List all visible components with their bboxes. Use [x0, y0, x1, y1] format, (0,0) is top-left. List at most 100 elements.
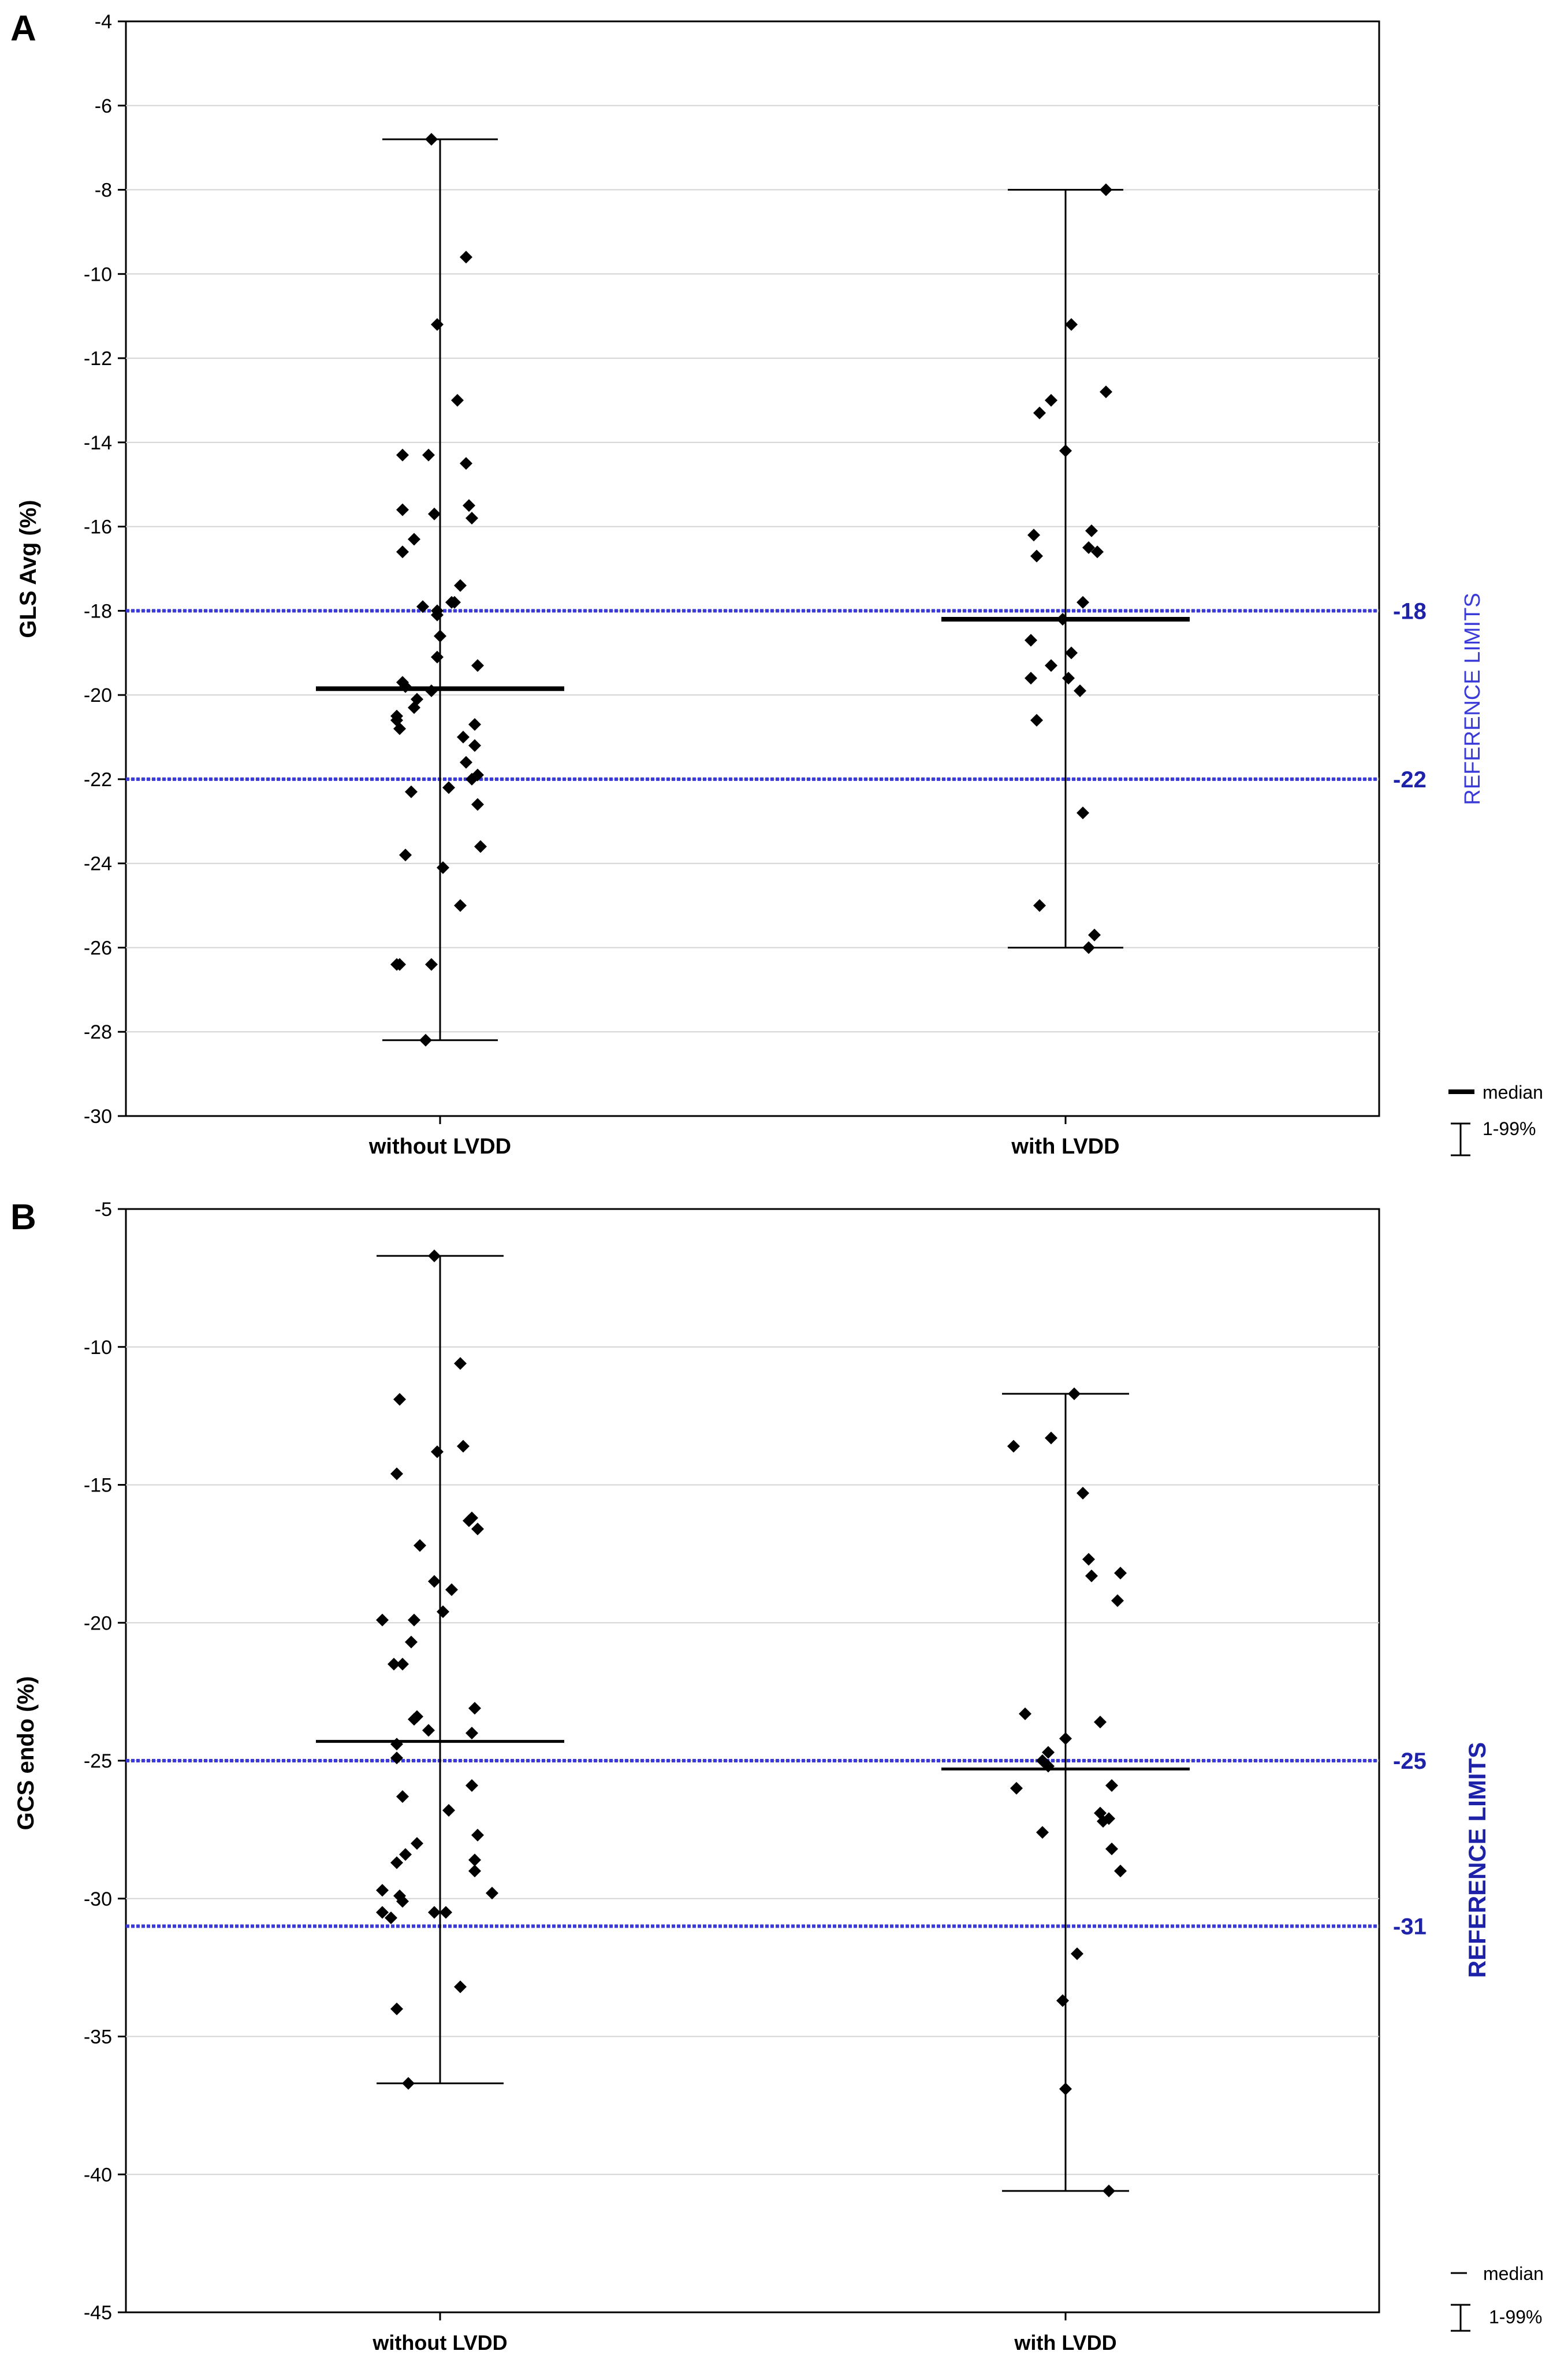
y-tick-label: -22 [84, 769, 112, 791]
data-point [376, 1613, 389, 1627]
x-category-label: with LVDD [1014, 2331, 1116, 2354]
data-point [408, 533, 420, 546]
data-point [396, 676, 409, 689]
y-tick-label: -30 [84, 1106, 112, 1128]
data-point [468, 718, 481, 731]
data-point [396, 1895, 409, 1908]
y-tick-label: -5 [95, 1199, 112, 1221]
data-point [471, 798, 484, 811]
data-point [1027, 529, 1040, 542]
data-point [1111, 1594, 1124, 1608]
data-point [460, 457, 472, 470]
data-point [396, 1657, 409, 1671]
y-tick-label: -45 [84, 2302, 112, 2324]
data-point [471, 1828, 484, 1842]
data-point [376, 1906, 389, 1919]
data-point [1033, 406, 1046, 419]
data-point [408, 1613, 420, 1627]
data-point [431, 608, 444, 622]
data-point [445, 596, 458, 609]
data-point [1045, 1431, 1057, 1445]
data-point [388, 1657, 400, 1671]
data-point [1042, 1760, 1055, 1773]
data-point [376, 1884, 389, 1897]
y-tick-label: -35 [84, 2026, 112, 2048]
data-point [1059, 444, 1072, 457]
data-point [1056, 1994, 1069, 2007]
data-point [442, 781, 455, 794]
data-point [468, 1865, 481, 1877]
data-point [1019, 1707, 1031, 1720]
data-point [1082, 941, 1095, 954]
y-tick-label: -20 [84, 685, 112, 706]
data-point [1077, 806, 1089, 820]
data-point [405, 1635, 418, 1649]
data-point [1045, 659, 1057, 672]
data-point [393, 958, 406, 971]
data-point [434, 630, 446, 643]
data-point [1077, 1486, 1089, 1500]
data-point [465, 1779, 478, 1792]
data-point [431, 1445, 444, 1459]
y-tick-label: -18 [84, 600, 112, 622]
panel-b-category-labels: without LVDD with LVDD [372, 2312, 1117, 2354]
panel-a: A -4 -6 -8 -10 -12 -14 -16 -18 -20 -22 -24 -26 -28 -3… [10, 9, 1543, 1159]
data-point [1068, 1387, 1081, 1400]
data-point [457, 731, 470, 744]
data-point [1091, 545, 1104, 559]
data-point [454, 899, 467, 912]
y-tick-label: -20 [84, 1612, 112, 1634]
panel-a-y-axis-label: GLS Avg (%) [16, 500, 41, 638]
panel-a-medians [316, 616, 1190, 691]
data-point [454, 1357, 467, 1370]
data-point [463, 499, 475, 512]
panel-a-letter: A [10, 9, 36, 49]
data-point [1030, 713, 1043, 727]
data-point [460, 756, 472, 769]
panel-b-points [376, 1249, 1127, 2197]
x-category-label: without LVDD [372, 2331, 507, 2354]
panel-a-whiskers [382, 138, 1123, 1041]
y-tick-label: -24 [84, 853, 112, 875]
data-point [411, 1837, 423, 1850]
reference-line-label: -22 [1393, 767, 1427, 793]
data-point [1114, 1865, 1127, 1877]
data-point [465, 1727, 478, 1740]
data-point [1025, 672, 1037, 685]
data-point [428, 1906, 441, 1919]
panel-a-reference-limits-title: REFERENCE LIMITS [1461, 593, 1485, 805]
data-point [1036, 1826, 1049, 1839]
panel-b-reference-lines: -25 -31 [126, 1749, 1427, 1940]
data-point [402, 2077, 415, 2090]
data-point [390, 1856, 403, 1869]
data-point [1088, 928, 1101, 942]
reference-line-label: -31 [1393, 1914, 1427, 1940]
data-point [1097, 1815, 1109, 1828]
data-point [399, 1848, 412, 1861]
data-point [390, 1751, 403, 1765]
panel-a-points [390, 133, 1112, 1047]
median-legend-label: median [1483, 2263, 1544, 2284]
reference-line-label: -18 [1393, 598, 1427, 624]
data-point [437, 861, 449, 874]
data-point [445, 1583, 458, 1596]
range-legend-icon [1451, 2304, 1470, 2332]
data-point [390, 1467, 403, 1481]
data-point [405, 785, 418, 798]
data-point [385, 1911, 397, 1925]
data-point [474, 840, 487, 853]
data-point [457, 1439, 470, 1453]
data-point [428, 1575, 441, 1588]
data-point [454, 579, 467, 592]
y-tick-label: -16 [84, 516, 112, 538]
data-point [390, 1738, 403, 1751]
data-point [1085, 1569, 1098, 1583]
data-point [465, 512, 478, 525]
panel-a-reference-lines: -18 -22 [126, 598, 1427, 793]
data-point [1114, 1567, 1127, 1580]
data-point [1042, 1746, 1055, 1759]
data-point [414, 1539, 426, 1552]
y-tick-label: -15 [84, 1475, 112, 1497]
y-tick-label: -28 [84, 1021, 112, 1043]
data-point [1007, 1439, 1020, 1453]
